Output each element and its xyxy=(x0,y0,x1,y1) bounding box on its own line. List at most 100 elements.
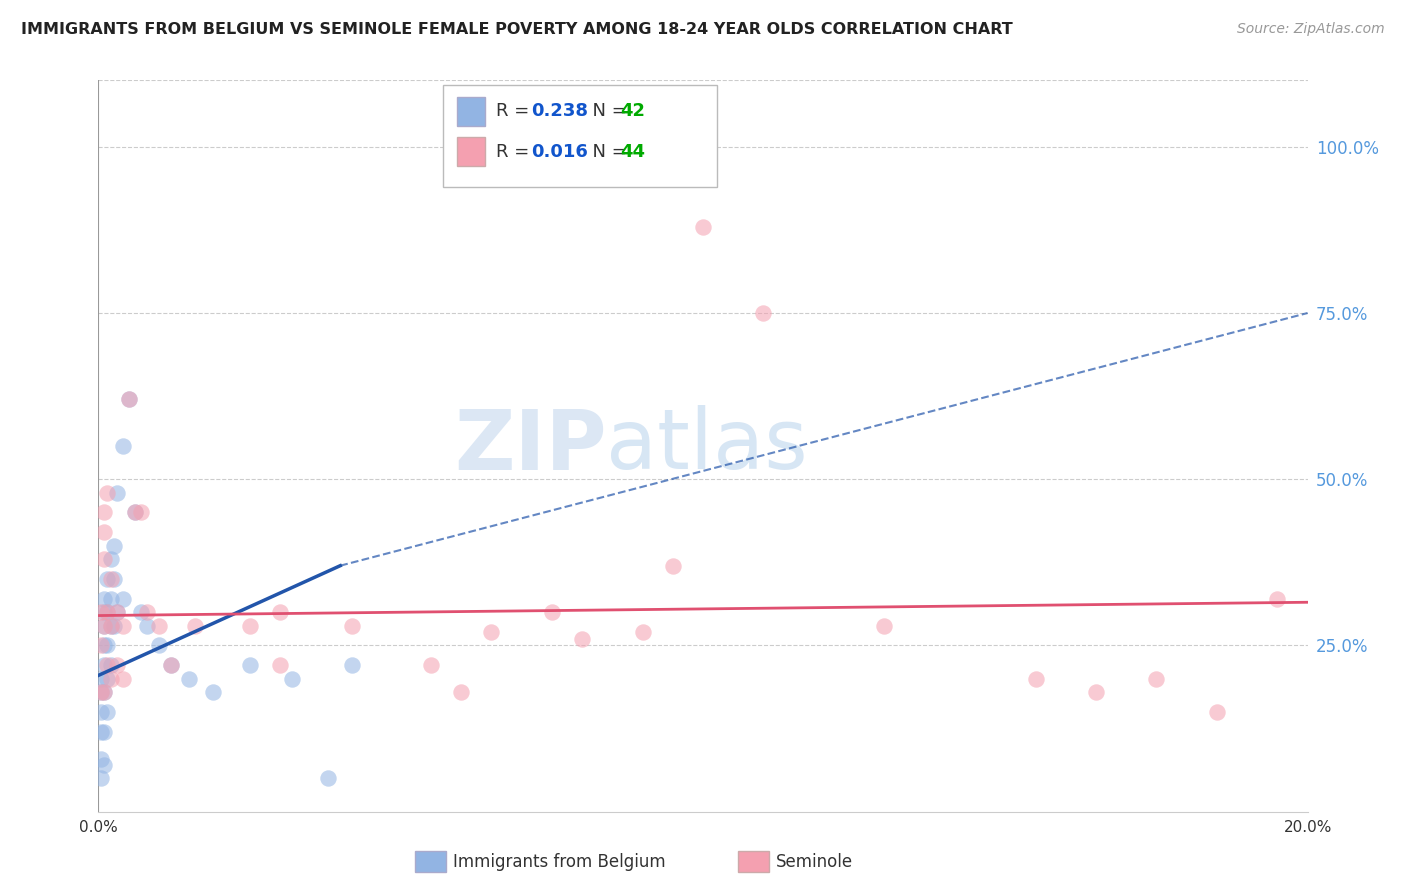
Point xyxy=(316,772,339,786)
Point xyxy=(90,725,112,739)
Point xyxy=(90,685,112,699)
Point xyxy=(179,672,201,686)
Point xyxy=(96,605,118,619)
Point xyxy=(129,506,152,520)
Point xyxy=(1085,685,1108,699)
Point xyxy=(135,618,157,632)
Point xyxy=(111,618,134,632)
Point xyxy=(661,558,683,573)
Point xyxy=(93,605,115,619)
Point xyxy=(90,772,112,786)
Point xyxy=(96,485,118,500)
Point xyxy=(184,618,207,632)
Point xyxy=(160,658,183,673)
Point xyxy=(239,658,262,673)
Point xyxy=(93,685,115,699)
Point xyxy=(100,672,122,686)
Point xyxy=(93,658,115,673)
Point xyxy=(96,572,118,586)
Point xyxy=(96,605,118,619)
Point xyxy=(1206,705,1229,719)
Point xyxy=(342,618,364,632)
Point xyxy=(111,439,134,453)
Point xyxy=(269,658,291,673)
Point xyxy=(103,618,125,632)
Point xyxy=(148,639,170,653)
Point xyxy=(96,672,118,686)
Point xyxy=(118,392,141,407)
Point xyxy=(342,658,364,673)
Point xyxy=(90,751,112,765)
Point xyxy=(93,552,115,566)
Point xyxy=(96,705,118,719)
Point xyxy=(239,618,262,632)
Point xyxy=(100,552,122,566)
Point xyxy=(105,605,128,619)
Point xyxy=(93,618,115,632)
Point xyxy=(202,685,225,699)
Point xyxy=(90,672,112,686)
Text: 44: 44 xyxy=(620,143,645,161)
Point xyxy=(90,705,112,719)
Point xyxy=(111,591,134,606)
Point xyxy=(90,639,112,653)
Point xyxy=(103,572,125,586)
Point xyxy=(100,572,122,586)
Text: atlas: atlas xyxy=(606,406,808,486)
Point xyxy=(93,525,115,540)
Point xyxy=(90,685,112,699)
Point xyxy=(105,605,128,619)
Point xyxy=(631,625,654,640)
Point xyxy=(105,658,128,673)
Point xyxy=(692,219,714,234)
Point xyxy=(93,639,115,653)
Text: Seminole: Seminole xyxy=(776,853,853,871)
Text: 0.016: 0.016 xyxy=(531,143,588,161)
Point xyxy=(1144,672,1167,686)
Text: 0.238: 0.238 xyxy=(531,103,589,120)
Point xyxy=(93,506,115,520)
Point xyxy=(124,506,146,520)
Text: R =: R = xyxy=(496,143,536,161)
Point xyxy=(124,506,146,520)
Point xyxy=(96,658,118,673)
Point xyxy=(135,605,157,619)
Point xyxy=(93,758,115,772)
Point xyxy=(93,685,115,699)
Point xyxy=(105,485,128,500)
Point xyxy=(1024,672,1046,686)
Point xyxy=(100,618,122,632)
Point xyxy=(93,725,115,739)
Point xyxy=(571,632,593,646)
Point xyxy=(873,618,896,632)
Point xyxy=(752,306,775,320)
Point xyxy=(100,618,122,632)
Point xyxy=(90,605,112,619)
Point xyxy=(93,618,115,632)
Point xyxy=(148,618,170,632)
Text: IMMIGRANTS FROM BELGIUM VS SEMINOLE FEMALE POVERTY AMONG 18-24 YEAR OLDS CORRELA: IMMIGRANTS FROM BELGIUM VS SEMINOLE FEMA… xyxy=(21,22,1012,37)
Point xyxy=(129,605,152,619)
Point xyxy=(481,625,503,640)
Text: Immigrants from Belgium: Immigrants from Belgium xyxy=(453,853,665,871)
Point xyxy=(1267,591,1289,606)
Point xyxy=(103,539,125,553)
Text: R =: R = xyxy=(496,103,536,120)
Point xyxy=(96,639,118,653)
Text: ZIP: ZIP xyxy=(454,406,606,486)
Point xyxy=(160,658,183,673)
Point xyxy=(450,685,472,699)
Point xyxy=(111,672,134,686)
Text: N =: N = xyxy=(581,103,633,120)
Point xyxy=(100,658,122,673)
Point xyxy=(118,392,141,407)
Point xyxy=(540,605,562,619)
Point xyxy=(281,672,304,686)
Point xyxy=(269,605,291,619)
Point xyxy=(93,591,115,606)
Text: Source: ZipAtlas.com: Source: ZipAtlas.com xyxy=(1237,22,1385,37)
Text: 42: 42 xyxy=(620,103,645,120)
Point xyxy=(100,591,122,606)
Text: N =: N = xyxy=(581,143,633,161)
Point xyxy=(420,658,443,673)
